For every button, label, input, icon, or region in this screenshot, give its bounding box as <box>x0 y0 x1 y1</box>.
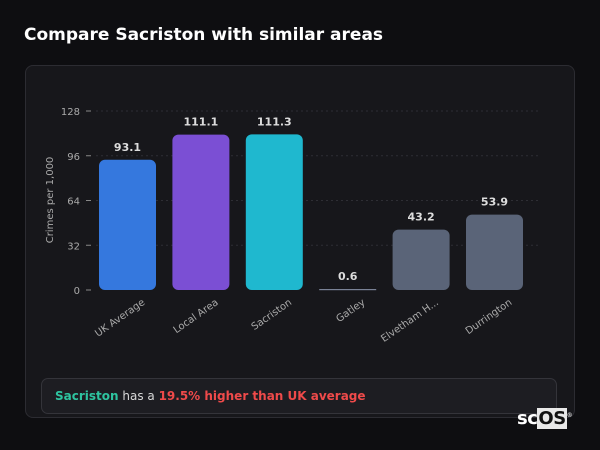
category-label: Durrington <box>464 297 514 337</box>
summary-text: has a <box>118 389 159 403</box>
bar <box>392 229 450 290</box>
value-label: 43.2 <box>408 211 435 224</box>
bar <box>245 134 303 290</box>
bar <box>172 134 230 290</box>
y-axis-label: Crimes per 1,000 <box>45 157 56 244</box>
y-tick-label: 96 <box>67 152 80 163</box>
y-tick-label: 0 <box>74 286 80 297</box>
difference-text: 19.5% higher than UK average <box>158 389 366 403</box>
value-label: 93.1 <box>114 141 141 154</box>
category-label: UK Average <box>93 297 147 339</box>
logo: scOS® <box>517 408 573 429</box>
y-tick-label: 128 <box>61 107 80 118</box>
value-label: 53.9 <box>481 196 508 209</box>
category-label: Local Area <box>172 297 221 336</box>
category-label: Elvetham H... <box>379 297 440 345</box>
value-label: 0.6 <box>338 270 358 283</box>
value-label: 111.1 <box>184 116 219 129</box>
value-label: 111.3 <box>257 115 292 128</box>
bar <box>319 289 377 291</box>
area-name: Sacriston <box>55 389 119 403</box>
category-label: Gatley <box>334 297 367 325</box>
bar <box>466 214 523 290</box>
y-tick-label: 32 <box>67 241 80 252</box>
bar <box>99 159 156 290</box>
category-label: Sacriston <box>250 297 294 333</box>
comparison-summary: Sacriston has a 19.5% higher than UK ave… <box>41 378 557 414</box>
y-tick-label: 64 <box>67 197 80 208</box>
page-title: Compare Sacriston with similar areas <box>24 25 384 45</box>
